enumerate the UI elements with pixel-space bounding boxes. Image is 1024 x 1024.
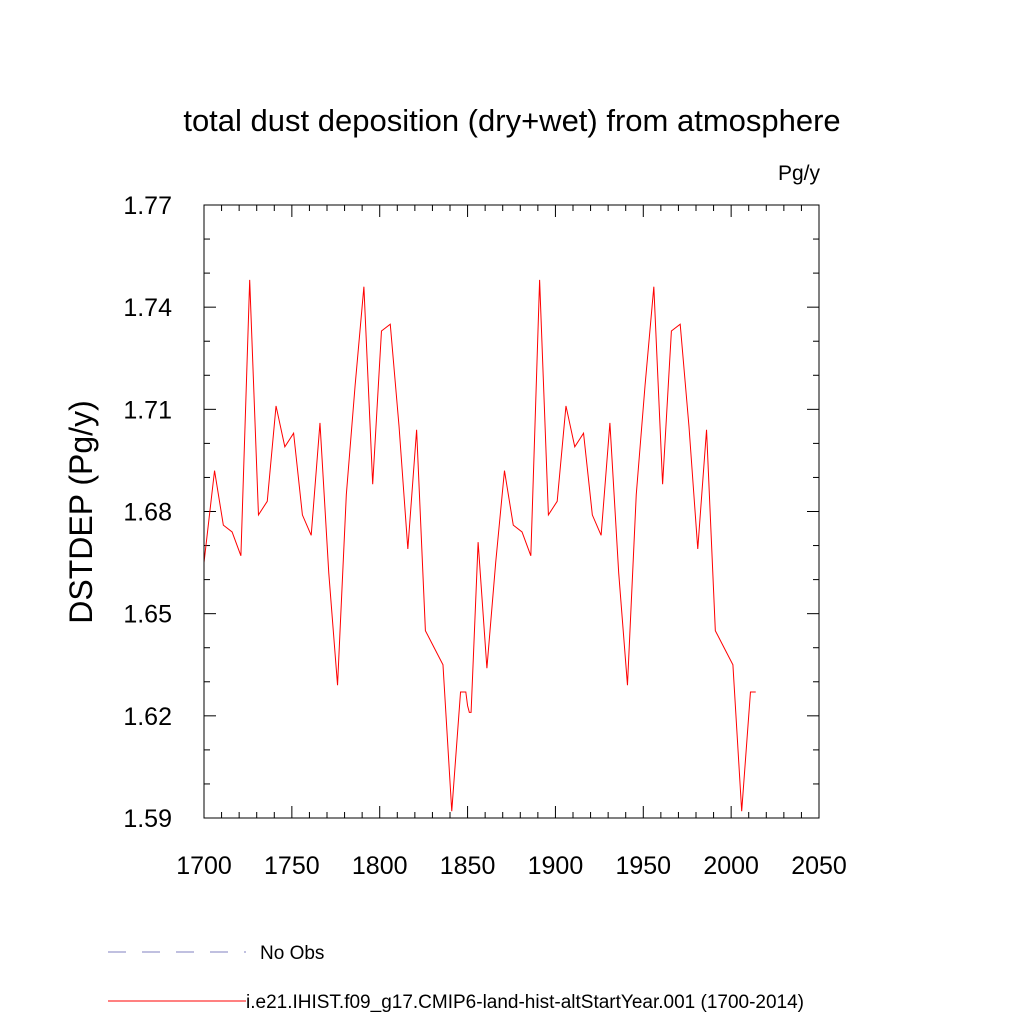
- x-tick-label: 2050: [791, 852, 847, 880]
- legend-label-model-run: i.e21.IHIST.f09_g17.CMIP6-land-hist-altS…: [246, 992, 804, 1013]
- x-tick-label: 1800: [352, 852, 408, 880]
- y-tick-label: 1.65: [123, 601, 172, 629]
- plot-frame: [203, 204, 820, 819]
- legend-label-no-obs: No Obs: [260, 943, 324, 964]
- x-tick-labels: 1700 1750 1800 1850 1900 1950 2000 2050: [176, 852, 847, 880]
- series-line: [203, 279, 756, 812]
- y-tick-label: 1.71: [123, 396, 172, 424]
- x-tick-label: 1850: [440, 852, 496, 880]
- units-label: Pg/y: [778, 162, 821, 185]
- x-tick-label: 1700: [176, 852, 232, 880]
- y-tick-label: 1.59: [123, 805, 172, 833]
- x-tick-label: 2000: [703, 852, 759, 880]
- x-tick-label: 1750: [264, 852, 320, 880]
- x-tick-label: 1950: [615, 852, 671, 880]
- series-layer: [203, 279, 756, 812]
- y-tick-labels: 1.59 1.62 1.65 1.68 1.71 1.74 1.77: [123, 192, 172, 833]
- x-tick-label: 1900: [528, 852, 584, 880]
- y-tick-label: 1.62: [123, 703, 172, 731]
- chart-title: total dust deposition (dry+wet) from atm…: [183, 103, 840, 138]
- y-tick-label: 1.74: [123, 294, 172, 322]
- y-tick-label: 1.68: [123, 499, 172, 527]
- y-tick-label: 1.77: [123, 192, 172, 220]
- y-axis-label: DSTDEP (Pg/y): [63, 400, 99, 623]
- legend: No Obs i.e21.IHIST.f09_g17.CMIP6-land-hi…: [108, 943, 804, 1013]
